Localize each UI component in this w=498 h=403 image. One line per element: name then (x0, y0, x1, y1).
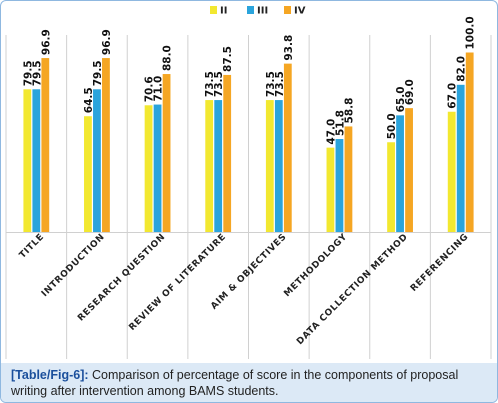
legend-label-iv: IV (294, 6, 306, 17)
bar-iii (32, 89, 41, 232)
legend-label-iii: III (257, 6, 268, 17)
bar-ii (205, 100, 214, 232)
data-label-iv: 88.0 (162, 45, 174, 71)
bar-iii (214, 100, 223, 232)
bar-iv (405, 108, 413, 232)
data-label-iv: 93.8 (283, 35, 295, 61)
data-label-iv: 58.8 (343, 98, 355, 124)
bar-iii (274, 100, 283, 232)
data-label-ii: 67.0 (447, 83, 459, 109)
bar-chart: II III IV79.579.596.9TITLE64.579.596.9INTR… (5, 6, 492, 359)
category-label: DATA COLLECTION METHOD (295, 232, 410, 347)
data-label-iv: 96.9 (101, 29, 113, 55)
legend-label-ii: II (220, 6, 227, 17)
bar-iii (335, 139, 344, 232)
legend-swatch-iv (284, 6, 291, 14)
bar-iv (283, 63, 292, 233)
bar-ii (84, 116, 92, 232)
bar-iv (102, 58, 110, 232)
legend-swatch-ii (210, 6, 217, 14)
bar-iv (344, 126, 353, 232)
data-label-iv: 96.9 (40, 29, 52, 55)
data-label-iii: 71.0 (153, 76, 165, 102)
legend-swatch-iii (247, 6, 254, 14)
bar-iii (153, 104, 162, 232)
figure-caption: [Table/Fig-6]: Comparison of percentage … (1, 363, 497, 402)
data-label-ii: 50.0 (386, 113, 398, 139)
data-label-iii: 73.5 (213, 71, 225, 97)
caption-text: Comparison of percentage of score in the… (11, 368, 459, 398)
data-label-iii: 51.8 (334, 110, 346, 136)
bar-ii (144, 105, 153, 232)
data-label-iii: 79.5 (31, 60, 43, 86)
bar-iii (456, 84, 465, 232)
bar-iv (465, 52, 474, 232)
caption-tag: [Table/Fig-6]: (11, 368, 89, 382)
data-label-ii: 64.5 (83, 87, 95, 113)
data-label-ii: 73.5 (204, 71, 216, 97)
bar-ii (265, 100, 274, 232)
bar-iii (396, 115, 404, 232)
data-label-iii: 79.5 (92, 60, 104, 86)
data-label-iv: 69.0 (404, 79, 416, 105)
chart-area: II III IV 79.5 79.5 96.9 TITLE 64.5 79.5 96.9 INTR… (1, 1, 497, 363)
data-label-iii: 82.0 (456, 56, 468, 82)
data-label-iii: 65.0 (395, 86, 407, 112)
data-label-ii: 79.5 (22, 60, 34, 86)
category-label: REVIEW OF LITERATURE (127, 232, 228, 333)
data-label-ii: 47.0 (325, 119, 337, 145)
category-label: REFERENCING (409, 232, 471, 294)
bar-iii (93, 89, 101, 232)
category-label: TITLE (18, 232, 47, 261)
category-label: METHODOLOGY (282, 232, 349, 299)
bar-ii (387, 142, 395, 232)
bar-iv (162, 74, 171, 232)
bar-iv (41, 58, 50, 232)
data-label-ii: 70.6 (144, 76, 156, 102)
data-label-ii: 73.5 (265, 71, 277, 97)
bar-iv (223, 74, 232, 232)
bar-ii (326, 147, 335, 232)
data-label-iv: 100.0 (465, 16, 477, 49)
category-label: INTRODUCTION (40, 232, 107, 299)
bar-ii (447, 111, 456, 232)
data-label-iii: 73.5 (274, 71, 286, 97)
data-label-iv: 87.5 (222, 46, 234, 72)
bar-ii (23, 89, 32, 232)
